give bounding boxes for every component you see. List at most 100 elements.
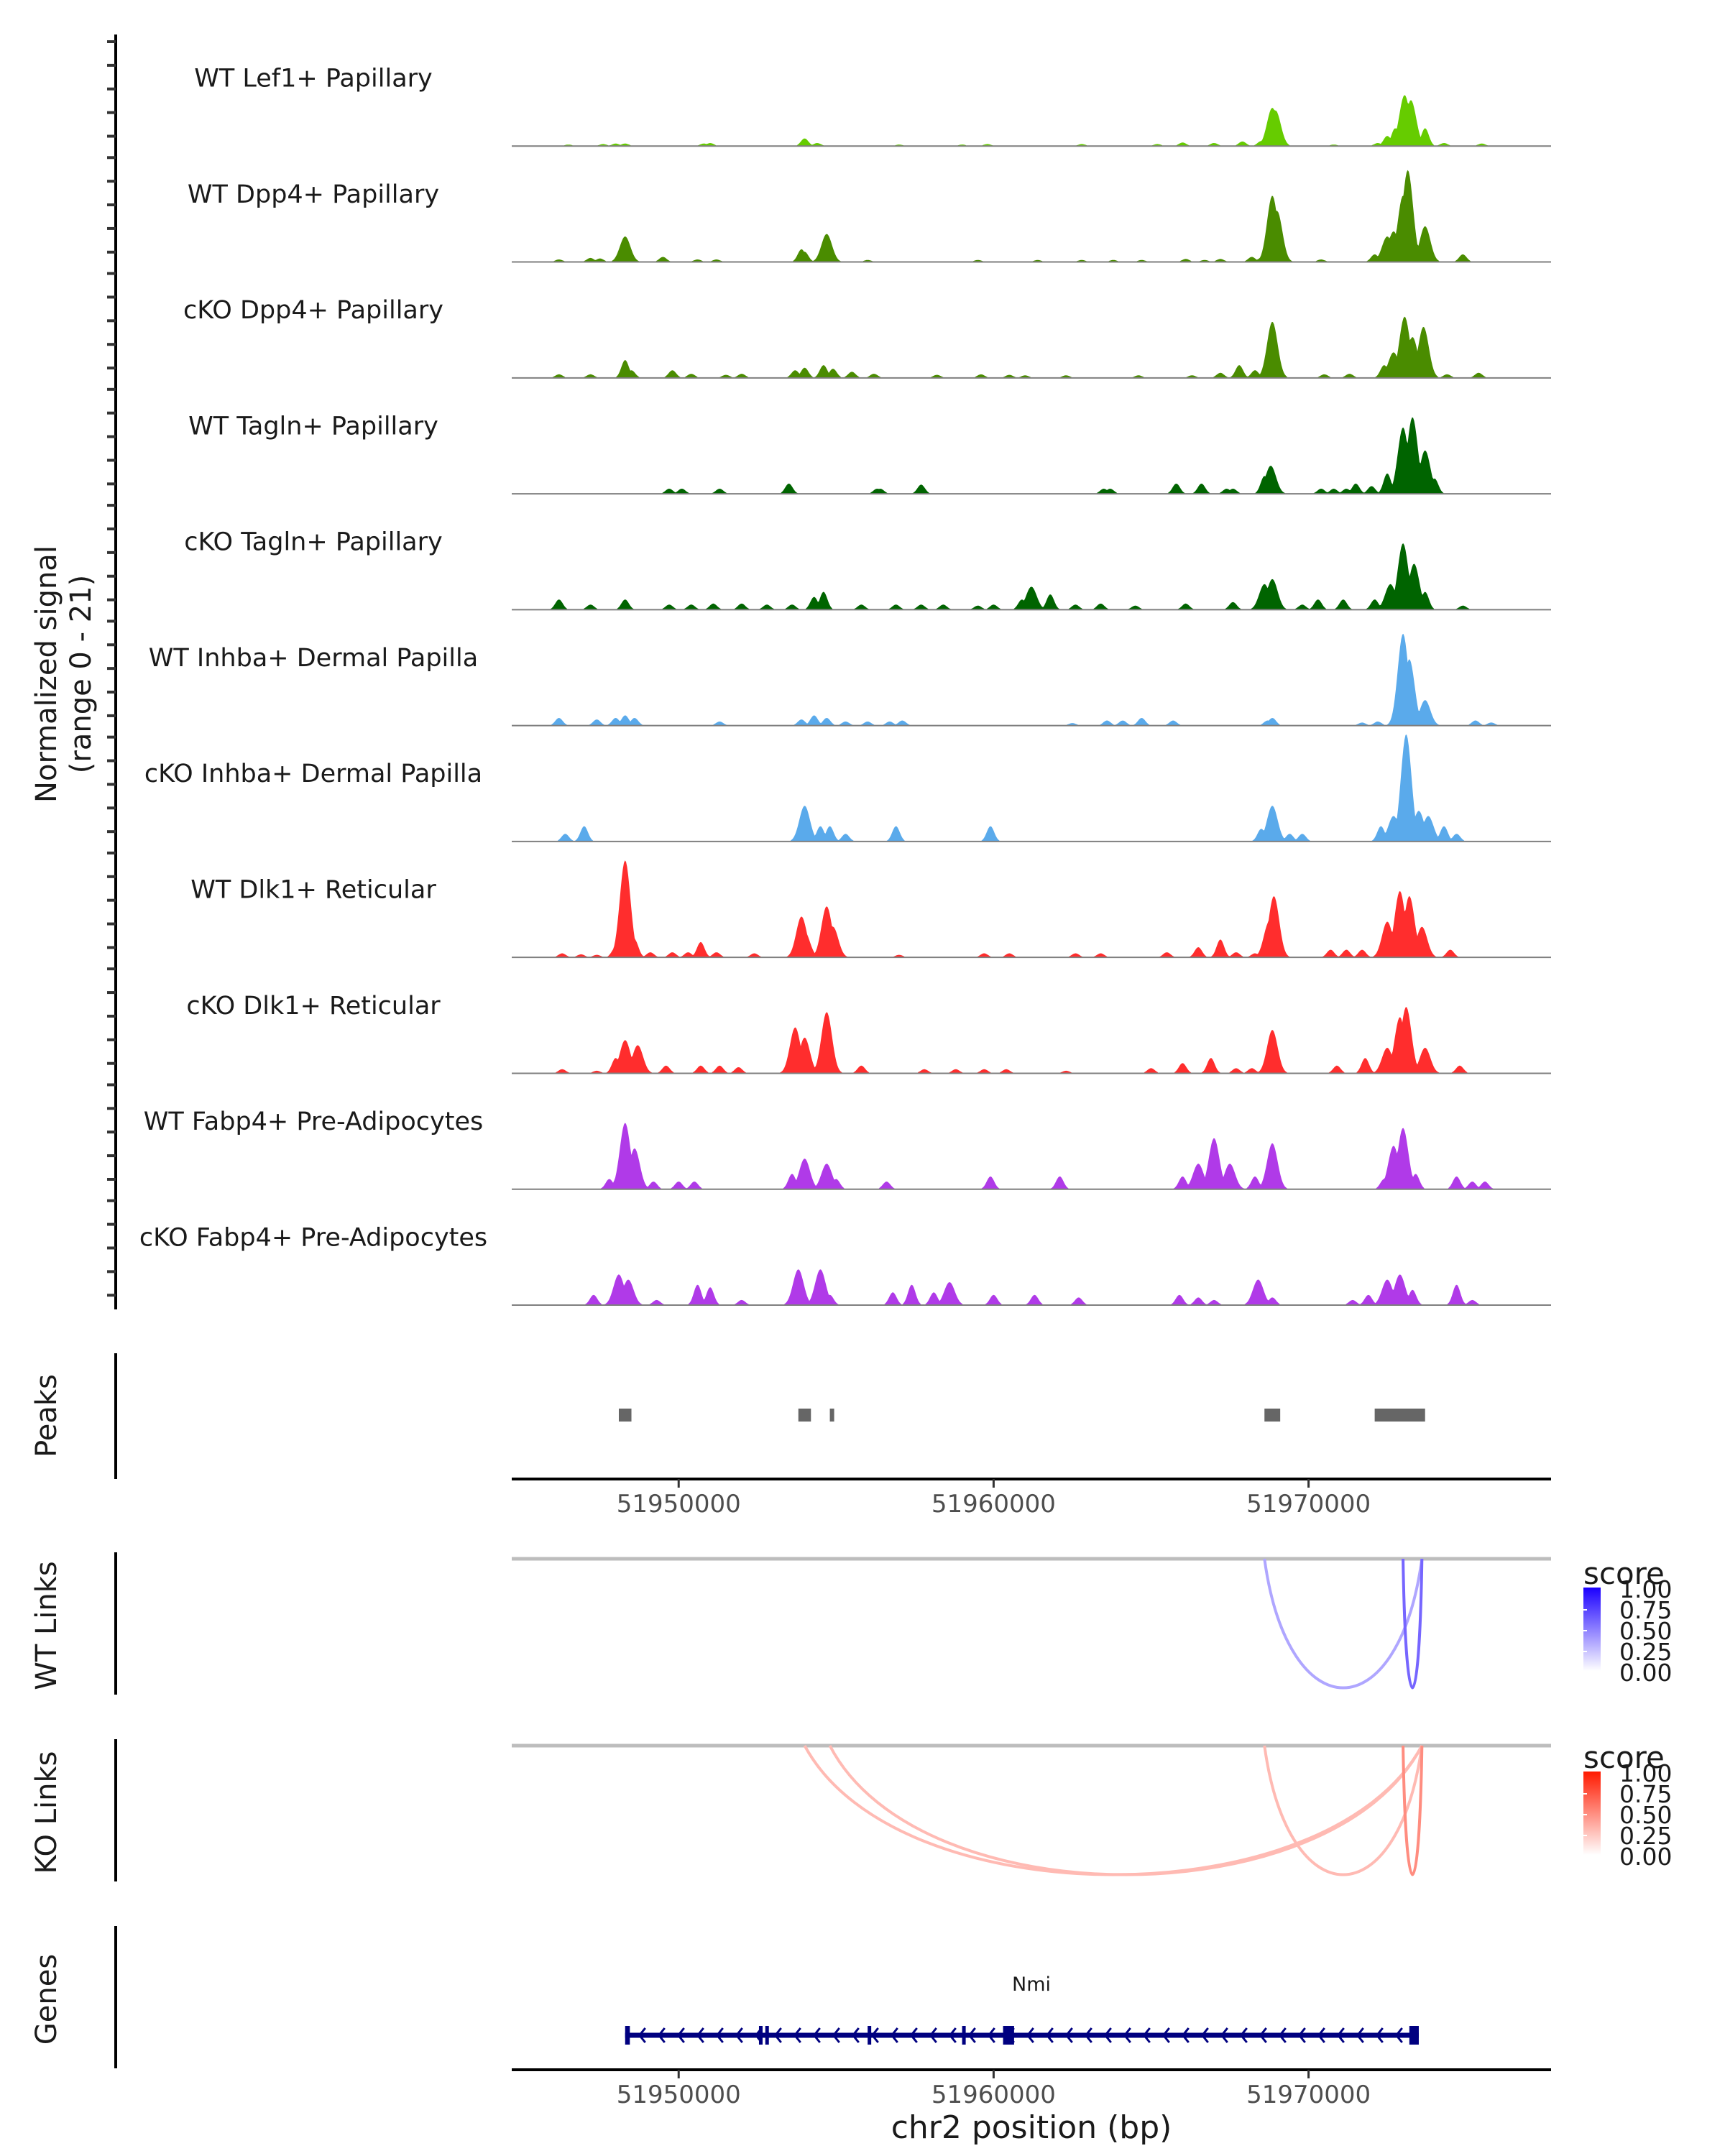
strand-arrow	[1084, 2027, 1092, 2043]
track-4: cKO Tagln+ Papillary	[184, 528, 1551, 611]
strand-arrow	[1375, 2027, 1384, 2043]
signal-area	[512, 543, 1551, 610]
wt-legend-title: score	[1583, 1556, 1665, 1591]
signal-area	[512, 1269, 1551, 1305]
track-0: WT Lef1+ Papillary	[194, 65, 1551, 147]
gene-name-label: Nmi	[1012, 1973, 1051, 1996]
legend-tick-label: 0.00	[1619, 1659, 1672, 1687]
x-axis-top-ticks: 51950000 51960000 51970000	[617, 1479, 1371, 1519]
strand-arrow	[1162, 2027, 1170, 2043]
strand-arrow	[638, 2027, 646, 2043]
ko-legend-colorbar	[1583, 1772, 1601, 1855]
strand-arrow	[1142, 2027, 1151, 2043]
link-arc	[803, 1745, 1424, 1876]
y-axis-title-line1: Normalized signal	[30, 545, 63, 803]
strand-arrow	[1317, 2027, 1325, 2043]
signal-area	[512, 734, 1551, 842]
strand-arrow	[967, 2027, 976, 2043]
ko-links-label: KO Links	[30, 1751, 63, 1874]
strand-arrow	[890, 2027, 898, 2043]
track-5: WT Inhba+ Dermal Papilla	[149, 633, 1551, 727]
track-label: cKO Dpp4+ Papillary	[183, 296, 443, 325]
track-label: WT Fabp4+ Pre-Adipocytes	[144, 1107, 483, 1136]
wt-links-label: WT Links	[30, 1561, 63, 1690]
strand-arrow	[657, 2027, 666, 2043]
signal-area	[512, 1007, 1551, 1074]
strand-arrow	[812, 2027, 821, 2043]
strand-arrow	[1123, 2027, 1131, 2043]
strand-arrow	[870, 2027, 879, 2043]
track-label: cKO Dlk1+ Reticular	[186, 992, 441, 1021]
signal-area	[512, 170, 1551, 262]
track-label: WT Lef1+ Papillary	[194, 65, 433, 93]
x-tick-label: 51970000	[1246, 2081, 1371, 2109]
signal-area	[512, 316, 1551, 378]
strand-arrow	[1259, 2027, 1267, 2043]
track-label: cKO Inhba+ Dermal Papilla	[144, 760, 482, 788]
strand-arrow	[987, 2027, 995, 2043]
strand-arrow	[929, 2027, 937, 2043]
track-label: cKO Fabp4+ Pre-Adipocytes	[139, 1223, 487, 1252]
strand-arrow	[1026, 2027, 1034, 2043]
strand-arrow	[1045, 2027, 1054, 2043]
peak-regions	[618, 1409, 1425, 1422]
track-label: WT Tagln+ Papillary	[188, 412, 438, 441]
track-2: cKO Dpp4+ Papillary	[183, 296, 1551, 379]
signal-area	[512, 633, 1551, 726]
signal-area	[512, 417, 1551, 494]
track-1: WT Dpp4+ Papillary	[188, 170, 1551, 263]
strand-arrow	[735, 2027, 743, 2043]
strand-arrow	[1220, 2027, 1228, 2043]
peaks-label: Peaks	[30, 1374, 63, 1457]
track-9: WT Fabp4+ Pre-Adipocytes	[144, 1107, 1551, 1190]
genes-label: Genes	[30, 1954, 63, 2045]
strand-arrow	[1297, 2027, 1306, 2043]
exon	[962, 2026, 966, 2045]
x-tick-label: 51960000	[932, 2081, 1056, 2109]
track-7: WT Dlk1+ Reticular	[190, 860, 1551, 959]
peak-region	[798, 1409, 811, 1422]
legend-tick-label: 0.25	[1619, 1822, 1672, 1850]
peak-region	[618, 1409, 632, 1422]
x-tick-label: 51950000	[617, 1490, 741, 1519]
link-arc	[1402, 1745, 1424, 1876]
x-tick-label: 51970000	[1246, 1490, 1371, 1519]
gene-model-nmi	[625, 2026, 1419, 2045]
ko-legend-title: score	[1583, 1740, 1665, 1775]
exon	[625, 2026, 630, 2045]
strand-arrow	[1278, 2027, 1287, 2043]
ko-links-legend: score 1.000.750.500.250.00	[1583, 1740, 1672, 1871]
strand-arrow	[715, 2027, 724, 2043]
strand-arrow	[1239, 2027, 1248, 2043]
legend-tick-label: 0.25	[1619, 1638, 1672, 1666]
exon	[1003, 2026, 1014, 2045]
exon	[758, 2026, 763, 2045]
legend-tick-label: 0.50	[1619, 1617, 1672, 1645]
peak-region	[1374, 1409, 1425, 1422]
exon	[765, 2026, 769, 2045]
link-arc	[828, 1745, 1424, 1876]
strand-arrow	[1064, 2027, 1073, 2043]
strand-arrow	[1103, 2027, 1112, 2043]
strand-arrow	[832, 2027, 840, 2043]
strand-arrow	[851, 2027, 860, 2043]
coverage-y-ticks	[107, 40, 116, 1297]
y-axis-title-line2: (range 0 - 21)	[65, 575, 98, 773]
link-arc	[1263, 1745, 1424, 1876]
signal-area	[512, 1123, 1551, 1189]
exon	[1409, 2026, 1419, 2045]
strand-arrow	[909, 2027, 918, 2043]
track-label: WT Dlk1+ Reticular	[190, 875, 436, 904]
strand-arrow	[948, 2027, 957, 2043]
legend-tick-label: 0.75	[1619, 1780, 1672, 1808]
x-tick-label: 51950000	[617, 2081, 741, 2109]
ko-links	[803, 1745, 1424, 1876]
signal-area	[512, 860, 1551, 958]
legend-tick-label: 0.00	[1619, 1843, 1672, 1871]
strand-arrow	[1336, 2027, 1345, 2043]
track-6: cKO Inhba+ Dermal Papilla	[144, 734, 1551, 842]
strand-arrow	[1356, 2027, 1364, 2043]
x-axis-title: chr2 position (bp)	[891, 2109, 1172, 2146]
legend-tick-label: 1.00	[1619, 1575, 1672, 1603]
